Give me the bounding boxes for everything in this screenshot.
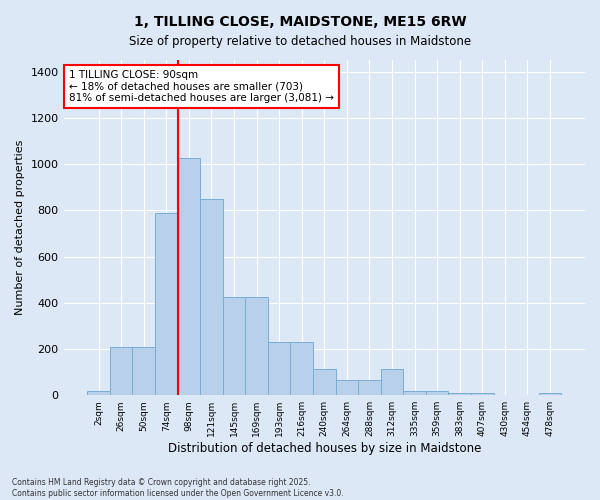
Bar (245, 297, 268, 395)
Bar (290, 342, 313, 395)
Bar (178, 158, 200, 395)
Bar (471, 393, 494, 395)
Text: Size of property relative to detached houses in Maidstone: Size of property relative to detached ho… (129, 35, 471, 48)
Bar (268, 342, 290, 395)
Bar (358, 380, 381, 395)
Text: 1, TILLING CLOSE, MAIDSTONE, ME15 6RW: 1, TILLING CLOSE, MAIDSTONE, ME15 6RW (134, 15, 466, 29)
Bar (200, 198, 223, 395)
Y-axis label: Number of detached properties: Number of detached properties (15, 140, 25, 316)
Bar (313, 368, 335, 395)
Bar (155, 212, 178, 395)
Text: 1 TILLING CLOSE: 90sqm
← 18% of detached houses are smaller (703)
81% of semi-de: 1 TILLING CLOSE: 90sqm ← 18% of detached… (69, 70, 334, 103)
Bar (403, 390, 426, 395)
Bar (448, 393, 471, 395)
Bar (381, 368, 403, 395)
Bar (133, 346, 155, 395)
Bar (110, 346, 133, 395)
Bar (539, 393, 561, 395)
Bar (426, 390, 448, 395)
Bar (335, 380, 358, 395)
Bar (87, 390, 110, 395)
Text: Contains HM Land Registry data © Crown copyright and database right 2025.
Contai: Contains HM Land Registry data © Crown c… (12, 478, 344, 498)
Bar (223, 297, 245, 395)
X-axis label: Distribution of detached houses by size in Maidstone: Distribution of detached houses by size … (167, 442, 481, 455)
